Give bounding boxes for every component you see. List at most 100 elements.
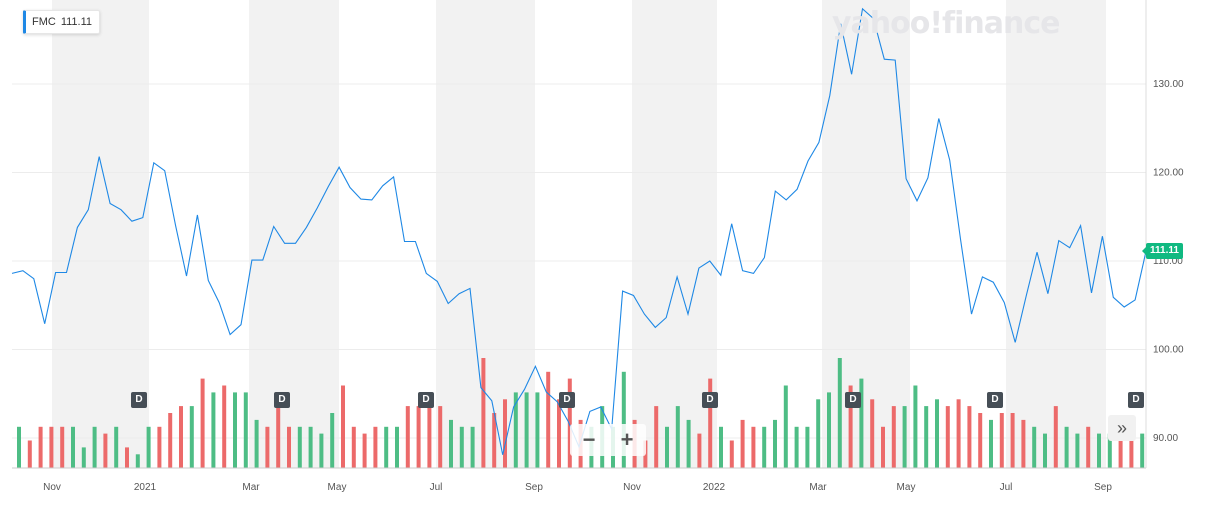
volume-bar [1032,426,1037,469]
volume-bar [81,447,86,468]
volume-bar [168,413,173,468]
volume-bar [211,392,216,468]
volume-bar [654,406,659,468]
zoom-out-button[interactable]: − [582,427,596,452]
volume-bar [125,447,129,468]
volume-bar [200,378,205,468]
volume-bar [276,406,281,468]
x-tick-label: Jul [430,482,443,493]
volume-bar [362,433,367,468]
volume-bar [1129,433,1134,468]
volume-bar [783,385,788,468]
volume-bar [1021,419,1026,468]
dividend-marker[interactable]: D [559,392,575,408]
dividend-marker[interactable]: D [702,392,718,408]
month-band [436,0,535,468]
x-tick-label: Nov [43,482,61,493]
current-price-tag: 111.11 [1142,243,1183,259]
dividend-marker[interactable]: D [131,392,147,408]
volume-bar [103,433,108,468]
x-tick-label: Mar [809,482,827,493]
volume-bar [535,392,540,468]
x-tick-label: Nov [623,482,641,493]
x-tick-label: Jul [1000,482,1013,493]
ticker-symbol: FMC [32,16,56,28]
volume-bar [557,399,561,469]
volume-bar [1140,433,1145,468]
volume-bar [308,426,313,469]
x-tick-label: Sep [525,482,543,493]
price-line [11,7,1147,455]
volume-bar [492,413,497,468]
volume-bar [989,419,993,468]
y-tick-label: 130.00 [1153,79,1184,90]
volume-bar [179,406,183,468]
volume-bar [38,426,43,469]
volume-bar [330,413,335,468]
x-tick-label: 2021 [134,482,157,493]
volume-bar [92,426,97,469]
volume-bar [1010,413,1015,468]
volume-bar [27,440,32,468]
volume-bar [945,406,950,468]
volume-bar [233,392,237,468]
zoom-in-button[interactable]: + [620,427,634,452]
month-bands [52,0,1106,468]
x-tick-label: 2022 [703,482,726,493]
volume-bar [891,406,896,468]
volume-bar [60,426,65,469]
volume-bar [395,426,399,469]
volume-bar [157,426,162,469]
volume-bar [265,426,270,469]
x-tick-label: May [897,482,916,493]
volume-bar [935,399,939,469]
volume-bar [1064,426,1069,469]
volume-bar [762,426,767,469]
volume-bar [675,406,680,468]
volume-bar [438,406,443,468]
volume-bar [967,406,972,468]
volume-bar [49,426,54,469]
volume-bar [913,385,918,468]
volume-bar [1053,406,1058,468]
volume-bar [1118,433,1123,468]
dividend-marker[interactable]: D [1128,392,1144,408]
volume-bar [470,426,475,469]
volume-bar [513,392,518,468]
volume-bar [384,426,389,469]
volume-bar [686,419,691,468]
x-tick-label: Sep [1094,482,1112,493]
volume-bar [114,426,119,469]
volume-bar [816,399,821,469]
ticker-label[interactable]: FMC 111.11 [23,10,101,34]
volume-bar [351,426,356,469]
volume-bar [740,419,745,468]
volume-bar [837,358,842,468]
double-chevron-right-icon[interactable]: » [1108,415,1136,441]
dividend-marker[interactable]: D [845,392,861,408]
volume-bar [146,426,151,469]
volume-bar [848,385,853,468]
volume-bar [416,406,421,468]
horizontal-gridlines [12,83,1146,439]
dividend-marker[interactable]: D [274,392,290,408]
volume-bar [481,358,486,468]
volume-bar [870,399,875,469]
dividend-marker[interactable]: D [418,392,434,408]
dividend-marker[interactable]: D [987,392,1003,408]
volume-bar [1107,433,1112,468]
volume-bar [794,426,799,469]
volume-bar [319,433,324,468]
ticker-price: 111.11 [60,16,93,28]
month-band [1006,0,1106,468]
volume-bar [1075,433,1080,468]
volume-bar [17,426,21,469]
volume-bar [459,426,464,469]
volume-bar [773,419,777,468]
volume-bar [546,371,551,469]
month-band [632,0,717,468]
volume-bar [449,419,453,468]
y-tick-label: 120.00 [1153,168,1184,179]
zoom-controls: − + [570,424,646,456]
